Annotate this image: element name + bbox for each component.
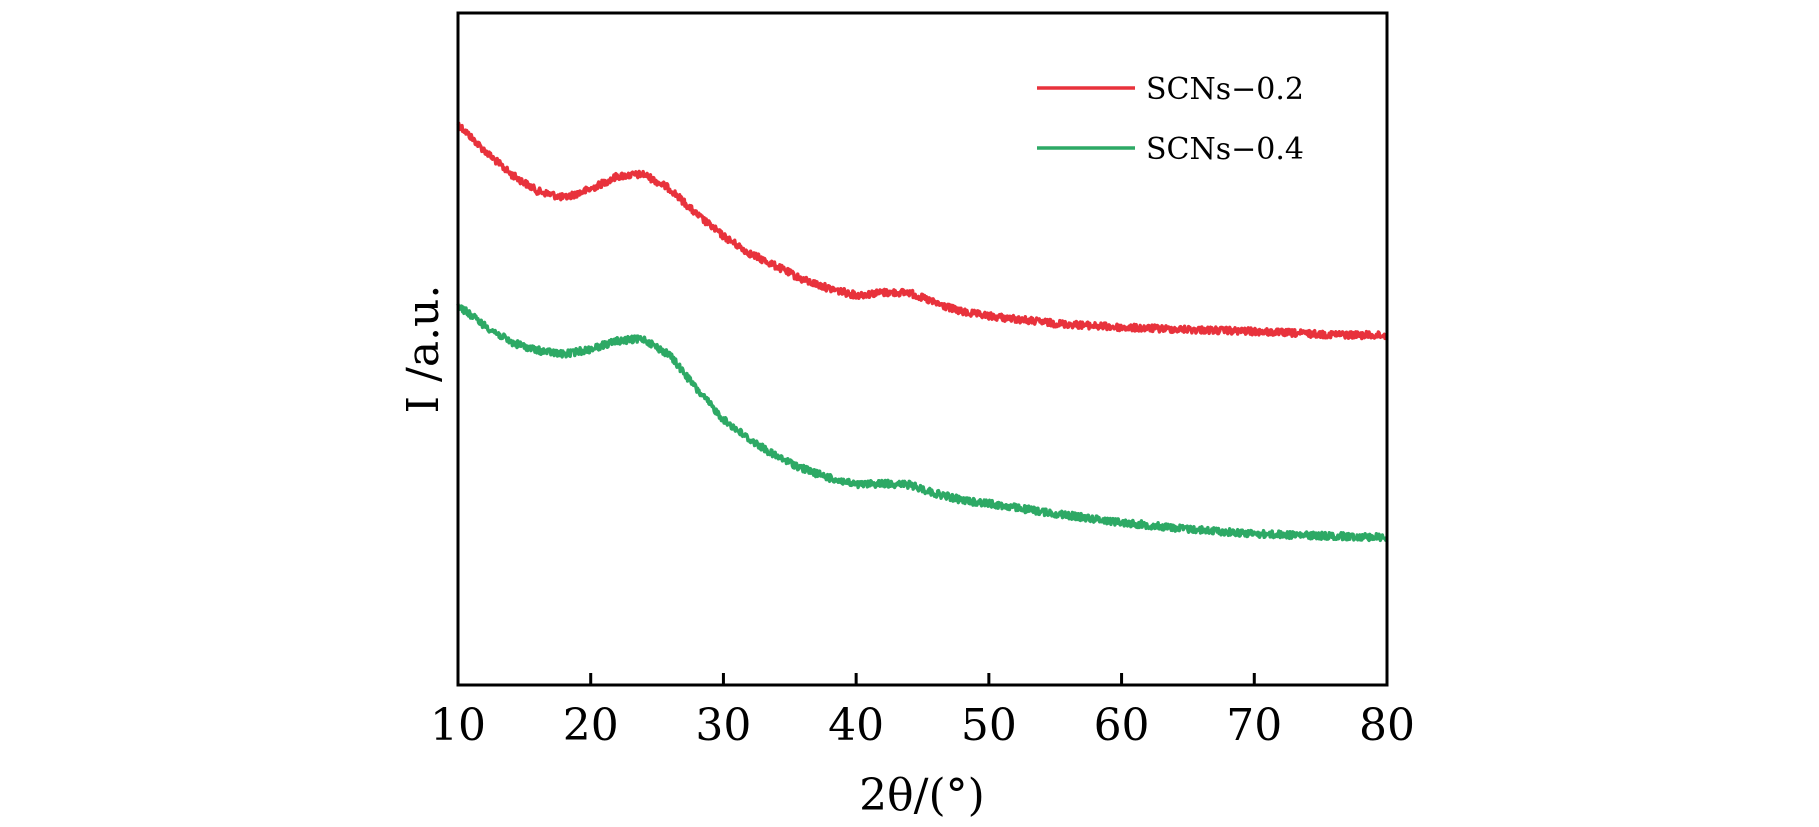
x-tick-label: 40 xyxy=(828,700,884,751)
x-tick-label: 30 xyxy=(695,700,751,751)
series-layer xyxy=(456,121,1389,543)
series-line-1 xyxy=(456,121,1389,341)
x-tick-label: 70 xyxy=(1226,700,1282,751)
legend-label-1: SCNs−0.2 xyxy=(1146,72,1304,107)
x-tick-label: 10 xyxy=(430,700,486,751)
series-line-2 xyxy=(456,303,1389,543)
x-tick-label: 50 xyxy=(961,700,1017,751)
x-axis-title: 2θ/(°) xyxy=(859,770,985,821)
legend-label-2: SCNs−0.4 xyxy=(1146,132,1304,167)
x-tick-label: 20 xyxy=(563,700,619,751)
y-axis-title: I /a.u. xyxy=(398,285,449,414)
x-tick-label: 60 xyxy=(1094,700,1150,751)
legend: SCNs−0.2 SCNs−0.4 xyxy=(1037,72,1304,167)
x-tick-label: 80 xyxy=(1359,700,1415,751)
x-axis-ticks: 10 20 30 40 50 60 70 80 xyxy=(430,673,1415,751)
plot-frame xyxy=(456,11,1389,687)
